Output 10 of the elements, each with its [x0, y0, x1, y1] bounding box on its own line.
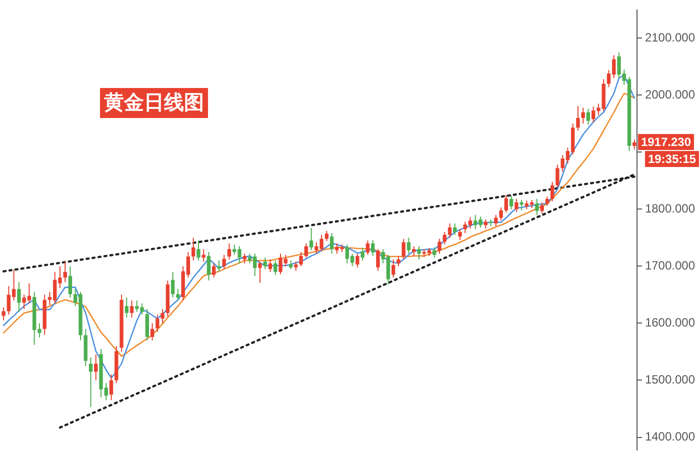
y-tick-label: 1800.000 [644, 202, 696, 216]
text: 1917.230 [638, 134, 694, 150]
y-tick-label: 2000.000 [644, 87, 696, 102]
y-tick-label: 1400.000 [644, 430, 696, 444]
y-tick-label: 1500.000 [644, 372, 696, 387]
text: 黄金日线图 [100, 88, 208, 118]
y-tick-label: 2100.000 [644, 30, 696, 44]
y-tick-label: 1700.000 [644, 258, 696, 273]
text: 19:35:15 [644, 151, 699, 168]
y-tick-label: 1600.000 [644, 316, 696, 330]
